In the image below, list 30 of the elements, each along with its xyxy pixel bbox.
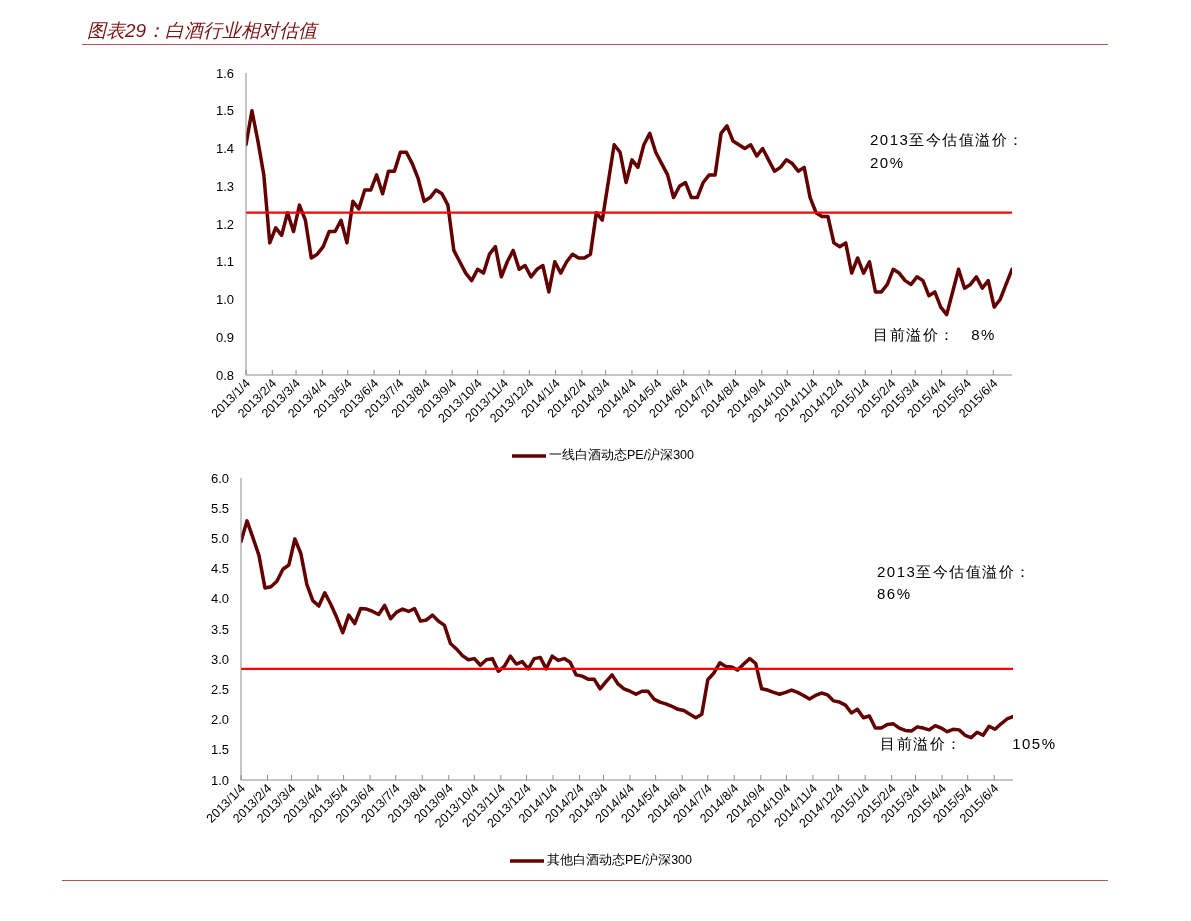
y-tick-label: 3.0 — [210, 651, 229, 667]
annotation: 目前溢价： 8% — [873, 326, 996, 344]
y-tick-label: 1.2 — [215, 216, 234, 232]
y-tick-label: 1.4 — [215, 141, 234, 157]
y-tick-label: 1.6 — [215, 65, 234, 81]
y-tick-label: 1.5 — [215, 103, 234, 119]
annotation: 2013至今估值溢价： — [877, 563, 1032, 581]
y-tick-label: 4.0 — [210, 591, 229, 607]
y-tick-label: 4.5 — [210, 561, 229, 577]
y-tick-label: 1.1 — [215, 254, 234, 270]
chart-title: 图表29：白酒行业相对估值 — [87, 20, 318, 42]
y-tick-label: 1.3 — [215, 178, 234, 194]
y-tick-label: 2.5 — [210, 682, 229, 698]
y-tick-label: 6.0 — [210, 470, 229, 486]
y-tick-label: 1.5 — [210, 742, 229, 758]
line-series — [246, 109, 1012, 317]
y-tick-label: 0.9 — [215, 329, 234, 345]
y-tick-label: 5.5 — [210, 500, 229, 516]
y-tick-label: 1.0 — [210, 772, 229, 788]
annotation: 目前溢价： 105% — [880, 735, 1057, 753]
annotation: 86% — [877, 585, 912, 603]
y-tick-label: 2.0 — [210, 712, 229, 728]
y-tick-label: 1.0 — [215, 292, 234, 308]
y-tick-label: 3.5 — [210, 621, 229, 637]
y-tick-label: 0.8 — [215, 367, 234, 383]
legend-label: 一线白酒动态PE/沪深300 — [548, 447, 694, 464]
annotation: 20% — [870, 154, 905, 172]
y-tick-label: 5.0 — [210, 531, 229, 547]
annotation: 2013至今估值溢价： — [870, 131, 1025, 149]
legend-label: 其他白酒动态PE/沪深300 — [546, 852, 692, 869]
